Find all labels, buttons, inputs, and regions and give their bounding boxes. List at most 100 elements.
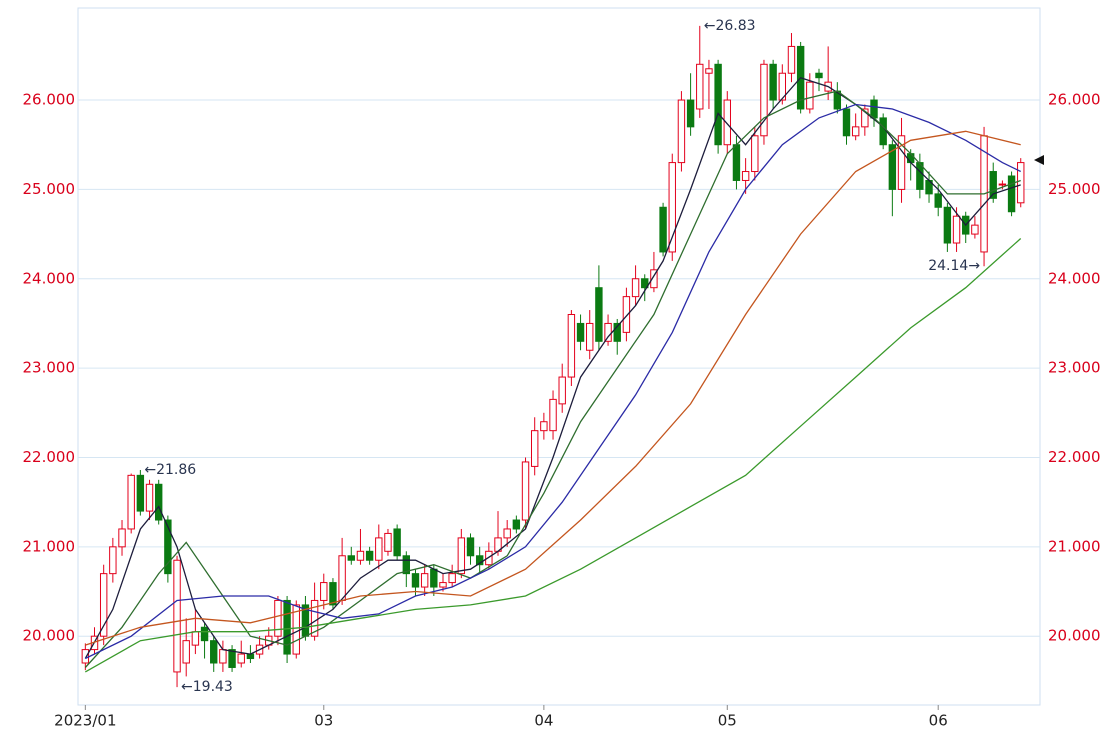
y2-tick-label: 25.000 <box>1048 180 1101 198</box>
candle-body <box>558 376 566 405</box>
candle-body <box>778 72 787 101</box>
y2-tick-label: 23.000 <box>1048 359 1101 377</box>
candle-body <box>347 555 355 561</box>
y-tick-label: 25.000 <box>23 180 76 198</box>
candle-body <box>732 144 741 181</box>
candle-body <box>971 224 979 235</box>
candle-body <box>741 171 750 181</box>
candle-body <box>906 153 915 164</box>
candle-body <box>989 171 997 199</box>
candle-body <box>310 599 319 637</box>
candle-body <box>696 63 704 110</box>
candle-body <box>751 135 759 173</box>
candle-body <box>815 72 823 79</box>
candle-body <box>384 532 392 552</box>
candle-body <box>650 269 658 289</box>
candle-body <box>686 99 695 128</box>
candle-body <box>787 45 796 74</box>
x-tick-label: 06 <box>929 712 948 730</box>
candle-body <box>274 599 282 637</box>
candle-body <box>466 537 475 557</box>
moving-average-line <box>84 238 1022 673</box>
candle-body <box>641 278 649 289</box>
candle-body <box>567 314 576 378</box>
extreme-annotation: ←21.86 <box>144 462 196 478</box>
candle-body <box>503 528 511 539</box>
candle-body <box>118 528 126 548</box>
candle-body <box>182 640 190 664</box>
candle-body <box>586 322 594 351</box>
plot-frame <box>77 7 1041 706</box>
y-tick-label: 26.000 <box>23 91 76 109</box>
y2-tick-label: 20.000 <box>1048 627 1101 645</box>
x-tick-label: 05 <box>718 712 737 730</box>
candle-body <box>219 649 227 664</box>
candle-body <box>806 81 814 110</box>
candle-body <box>613 322 621 342</box>
candle-body <box>329 582 337 606</box>
candle-body <box>99 573 108 637</box>
y2-tick-label: 22.000 <box>1048 448 1101 466</box>
candle-body <box>136 474 145 512</box>
candle-body <box>283 599 291 655</box>
y-tick-label: 22.000 <box>23 448 76 466</box>
candle-body <box>998 183 1007 186</box>
candle-body <box>677 99 686 164</box>
x-tick-label: 2023/01 <box>54 712 116 730</box>
candle-body <box>320 582 328 601</box>
candle-body <box>1007 175 1016 213</box>
moving-average-line <box>84 90 1021 668</box>
candle-body <box>1017 162 1025 204</box>
candle-body <box>457 537 466 575</box>
candle-body <box>530 430 539 467</box>
candle-body <box>127 474 135 530</box>
candle-body <box>760 63 768 137</box>
y-tick-label: 24.000 <box>23 269 76 287</box>
y2-tick-label: 21.000 <box>1048 537 1101 555</box>
candle-body <box>365 550 374 561</box>
candle-body <box>851 126 860 137</box>
candle-body <box>109 546 117 575</box>
candle-body <box>411 573 420 588</box>
candle-body <box>200 626 209 642</box>
candle-body <box>604 322 612 342</box>
candle-body <box>475 555 484 566</box>
candle-body <box>714 63 722 146</box>
candle-body <box>540 421 548 432</box>
candle-body <box>448 573 456 584</box>
price-pointer <box>1034 155 1044 165</box>
moving-average-line <box>85 130 1021 646</box>
candle-body <box>549 398 557 432</box>
extreme-annotation: ←26.83 <box>704 18 756 34</box>
candle-body <box>145 483 154 512</box>
x-tick-label: 03 <box>314 712 333 730</box>
candle-body <box>888 144 897 190</box>
candle-body <box>842 108 851 137</box>
candle-body <box>338 555 346 601</box>
candle-body <box>173 559 181 673</box>
y-tick-label: 20.000 <box>23 627 76 645</box>
candle-body <box>631 278 640 298</box>
candle-body <box>375 537 383 561</box>
candle-body <box>595 287 603 342</box>
candle-body <box>439 582 447 588</box>
candle-body <box>191 631 200 646</box>
candle-body <box>879 117 887 146</box>
candle-body <box>952 215 961 244</box>
candle-body <box>402 555 411 575</box>
y2-tick-label: 26.000 <box>1048 91 1101 109</box>
candle-body <box>237 653 245 664</box>
candle-body <box>870 99 878 119</box>
candle-body <box>356 550 365 561</box>
candle-body <box>512 519 521 530</box>
candle-body <box>393 528 401 557</box>
candle-body <box>705 68 713 74</box>
candle-body <box>622 296 631 333</box>
candle-body <box>420 573 429 588</box>
x-tick-label: 04 <box>534 712 553 730</box>
candle-body <box>210 640 218 664</box>
candle-body <box>164 519 172 575</box>
candle-body <box>861 108 869 128</box>
